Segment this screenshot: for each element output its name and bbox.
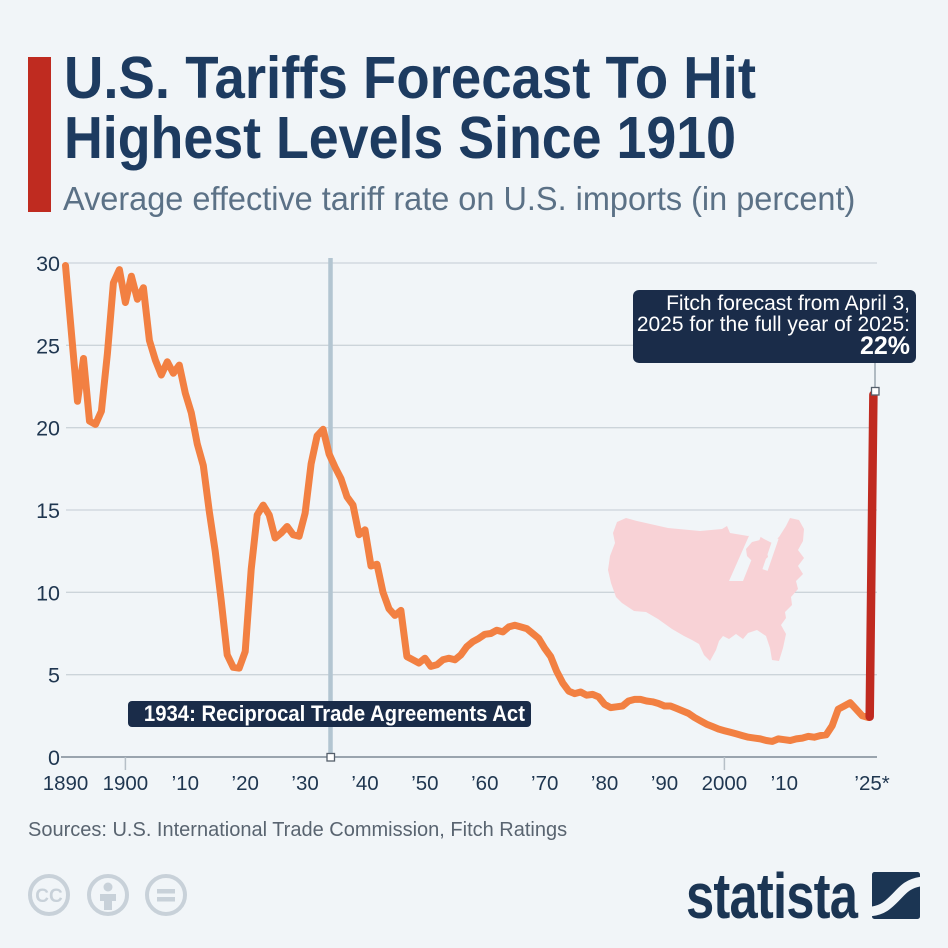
svg-text:25: 25	[36, 334, 60, 358]
svg-text:’20: ’20	[232, 772, 259, 795]
svg-text:’10: ’10	[172, 772, 199, 795]
svg-text:30: 30	[36, 252, 60, 276]
svg-text:1900: 1900	[103, 772, 149, 795]
svg-text:’60: ’60	[471, 772, 498, 795]
svg-text:’70: ’70	[531, 772, 558, 795]
svg-text:0: 0	[48, 746, 60, 770]
svg-text:15: 15	[36, 499, 60, 523]
svg-text:20: 20	[36, 417, 60, 441]
svg-text:1890: 1890	[43, 772, 89, 795]
svg-text:2000: 2000	[702, 772, 748, 795]
svg-text:’10: ’10	[771, 772, 798, 795]
svg-text:’80: ’80	[591, 772, 618, 795]
svg-text:’90: ’90	[651, 772, 678, 795]
svg-text:’50: ’50	[411, 772, 438, 795]
svg-text:CC: CC	[35, 886, 63, 907]
svg-text:5: 5	[48, 664, 60, 688]
svg-text:’25*: ’25*	[854, 772, 889, 795]
svg-text:’40: ’40	[351, 772, 378, 795]
svg-text:’30: ’30	[291, 772, 318, 795]
svg-text:10: 10	[36, 581, 60, 605]
